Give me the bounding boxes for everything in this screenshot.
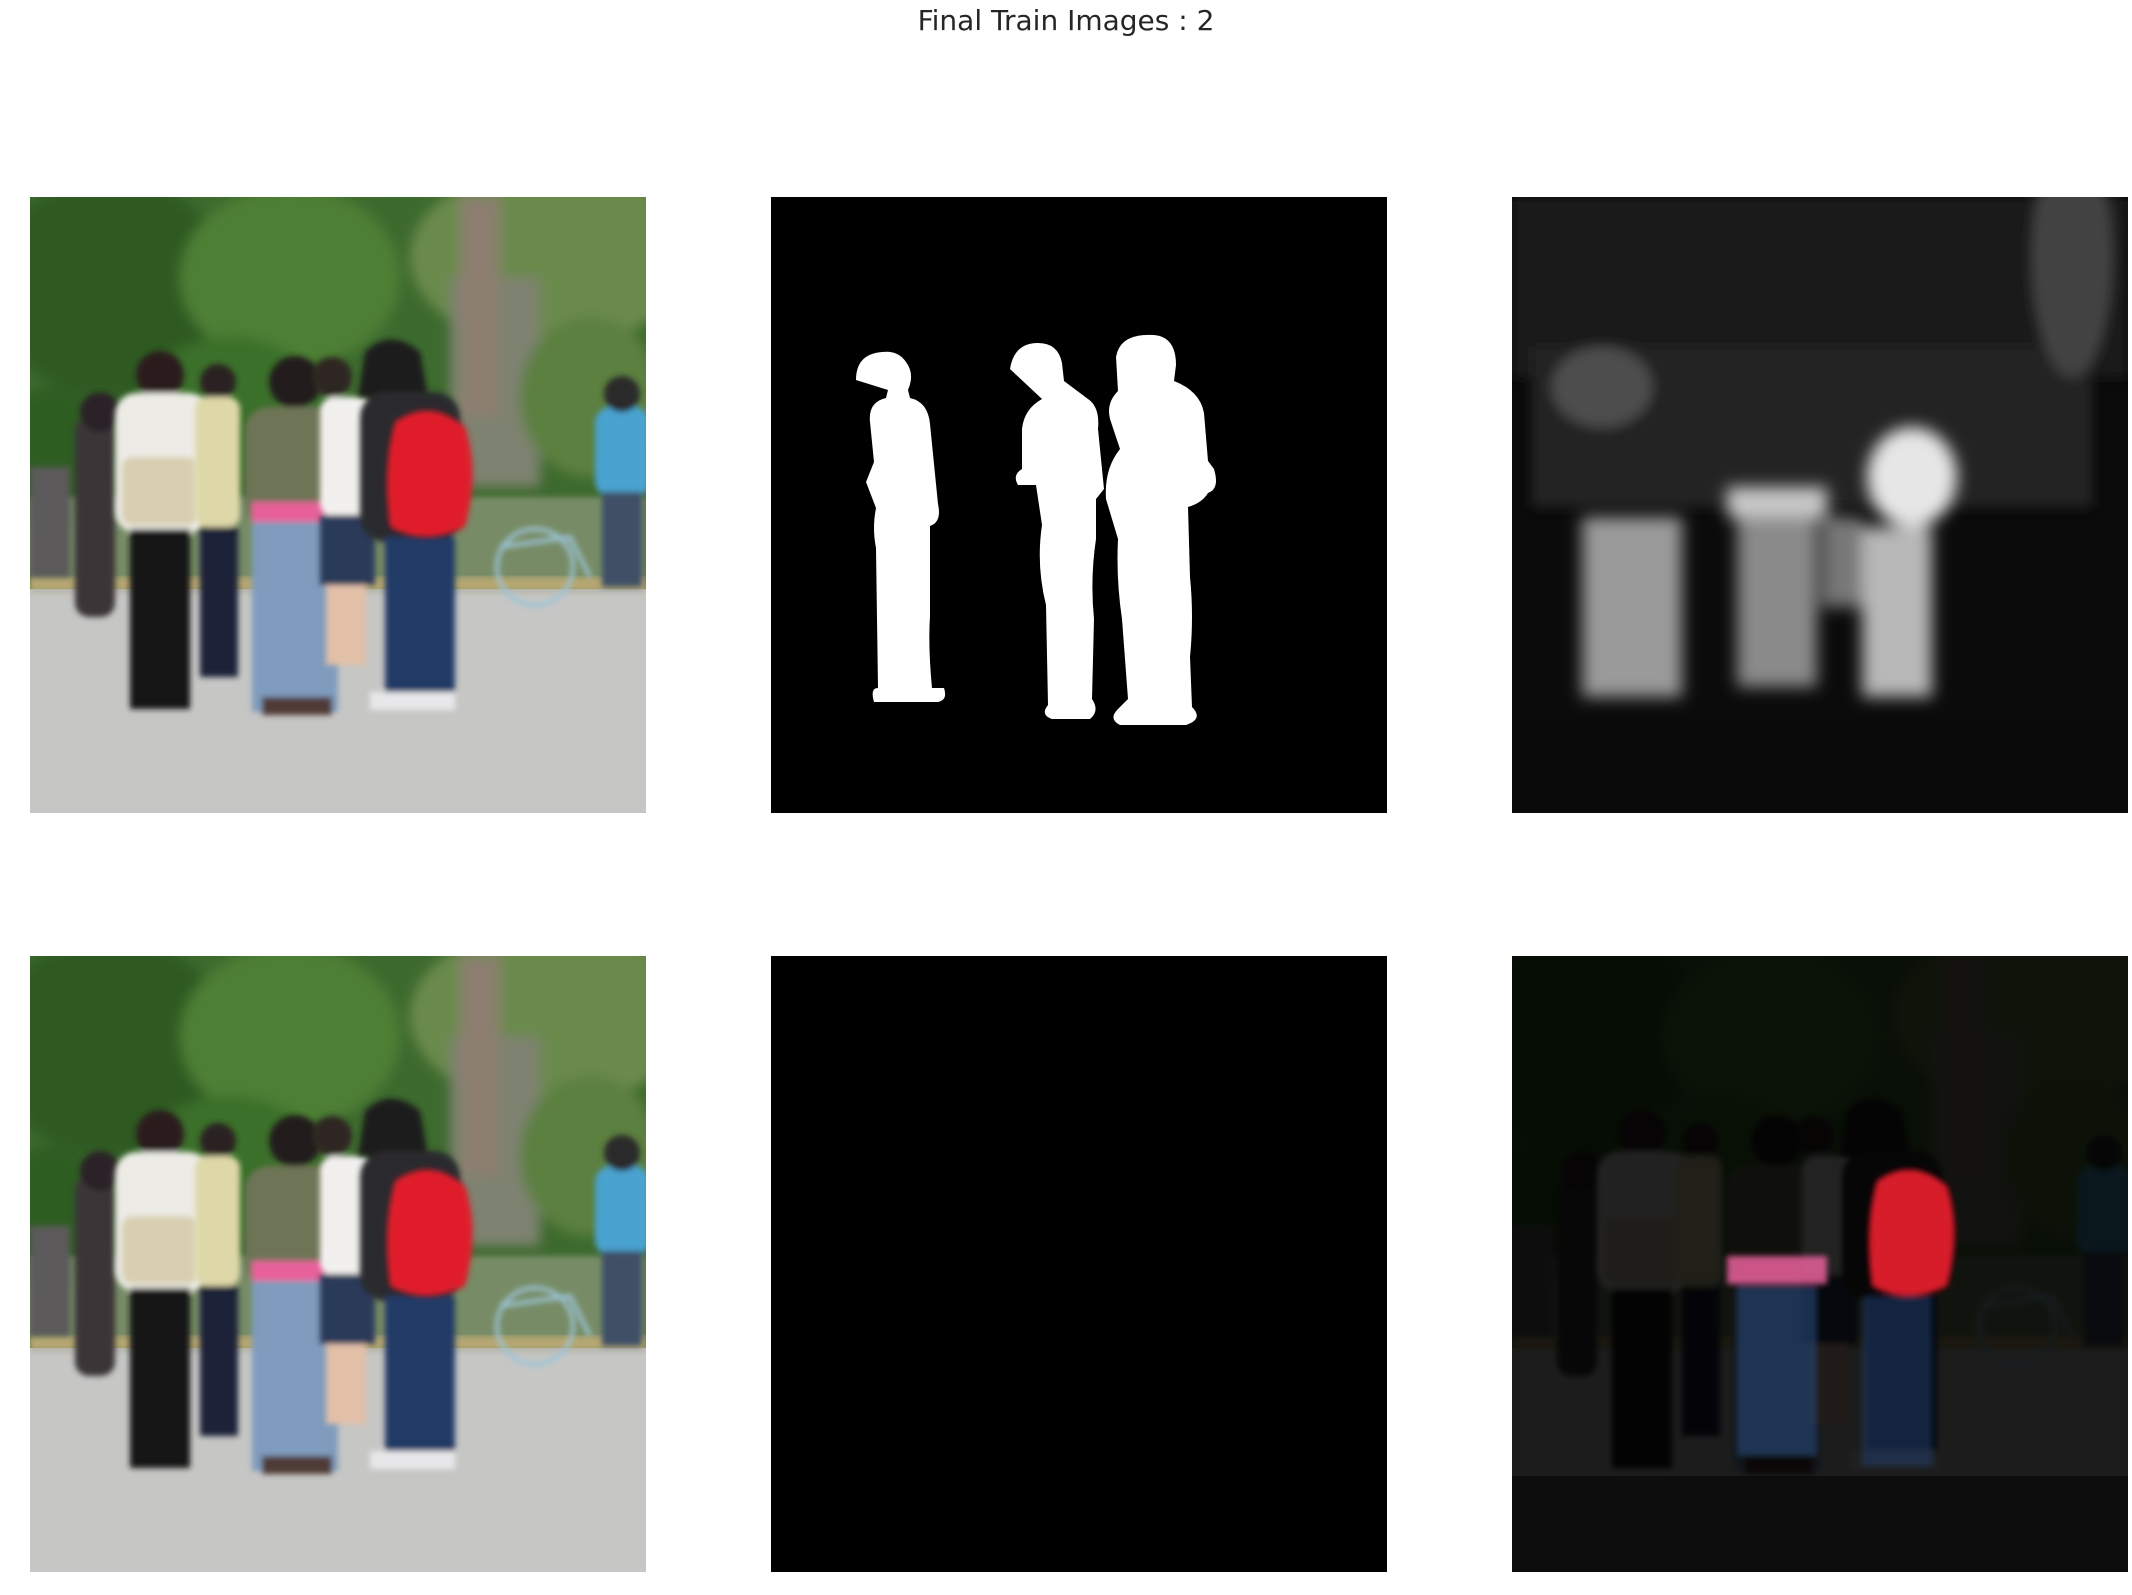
ground-truth-masked-image: [771, 956, 1387, 1572]
original-image-bottom: [30, 956, 646, 1572]
figure-title: Final Train Images : 2: [917, 4, 1215, 37]
predicted-mask: [1512, 197, 2128, 813]
original-image-top: [30, 197, 646, 813]
ground-truth-mask: [771, 197, 1387, 813]
predicted-masked-image: [1512, 956, 2128, 1572]
